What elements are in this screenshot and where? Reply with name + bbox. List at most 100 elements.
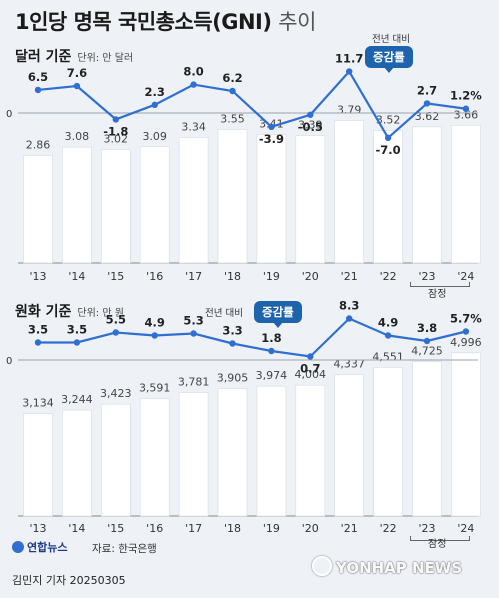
- growth-point: [73, 339, 81, 346]
- bar-value-label: 3,591: [139, 382, 171, 395]
- page-title: 1인당 명목 국민총소득(GNI) 추이: [15, 6, 316, 36]
- bar-value-label: 3.34: [181, 120, 206, 133]
- usd-chart: 2.86 '13 3.08 '14 3.02 '15 3.09 '16 3.34 '17 3.55 '…: [6, 51, 482, 283]
- krw-section-title: 원화 기준 단위: 만 원: [15, 301, 124, 321]
- growth-point: [229, 340, 236, 347]
- bar: [139, 398, 170, 517]
- logo-text: 연합뉴스: [27, 541, 68, 554]
- growth-value-label: 2.3: [145, 85, 165, 99]
- growth-value-label: 8.3: [339, 300, 359, 313]
- bar: [451, 125, 481, 264]
- krw-prelim-label: 잠정: [428, 539, 447, 550]
- bar-value-label: 3,134: [22, 397, 54, 410]
- bar-value-label: 3.09: [142, 130, 167, 143]
- growth-line: [38, 317, 467, 358]
- bar-value-label: 3.39: [298, 118, 323, 131]
- x-tick-label: '15: [107, 270, 124, 283]
- x-tick-label: '16: [146, 522, 163, 535]
- growth-value-label: -1.8: [103, 124, 128, 138]
- bar: [101, 149, 131, 264]
- bar: [256, 134, 287, 264]
- x-tick-label: '23: [418, 522, 435, 535]
- growth-point: [34, 339, 42, 346]
- growth-value-label: 8.0: [183, 65, 203, 79]
- x-tick-label: '21: [341, 522, 358, 535]
- x-tick-label: '14: [68, 522, 85, 535]
- growth-value-label: 1.8: [261, 331, 281, 345]
- krw-growth-badge: 증감률: [254, 301, 302, 328]
- x-tick-label: '24: [457, 270, 474, 283]
- bar-value-label: 3,244: [61, 393, 93, 406]
- bar-value-label: 3.52: [376, 114, 401, 127]
- growth-point: [462, 328, 470, 335]
- watermark: YONHAP NEWS: [312, 556, 462, 577]
- x-tick-label: '15: [107, 522, 124, 535]
- growth-value-label: 0.7: [300, 362, 320, 376]
- usd-prelim-label: 잠정: [428, 289, 447, 300]
- growth-value-label: 2.7: [417, 83, 437, 97]
- growth-value-label: 3.5: [67, 323, 87, 337]
- bar-value-label: 3,974: [256, 369, 288, 382]
- bar-value-label: 3.02: [104, 132, 129, 145]
- bar-value-label: 4,725: [411, 345, 443, 358]
- bar: [295, 135, 326, 264]
- usd-growth-badge: 증감률: [365, 46, 413, 73]
- growth-value-label: 4.9: [378, 316, 398, 330]
- x-tick-label: '16: [146, 270, 163, 283]
- x-tick-label: '18: [224, 270, 241, 283]
- growth-point: [112, 329, 120, 336]
- x-tick-label: '21: [341, 270, 358, 283]
- x-tick-label: '13: [29, 270, 46, 283]
- x-tick-label: '17: [185, 270, 202, 283]
- growth-point: [190, 81, 197, 88]
- x-tick-label: '20: [302, 522, 319, 535]
- bar-value-label: 4,551: [372, 350, 404, 363]
- usd-unit: 단위: 만 달러: [77, 53, 134, 64]
- growth-point: [384, 332, 392, 339]
- usd-section-title: 달러 기준 단위: 만 달러: [15, 46, 133, 66]
- source-note: 자료: 한국은행: [92, 543, 157, 555]
- x-tick-label: '14: [68, 270, 85, 283]
- growth-point: [346, 315, 353, 322]
- x-tick-label: '22: [380, 270, 397, 283]
- logo-icon: [12, 541, 24, 553]
- growth-value-label: -7.0: [376, 143, 401, 157]
- bar-value-label: 4,996: [450, 336, 482, 349]
- bar-value-label: 3,905: [217, 371, 249, 384]
- growth-value-label: 3.3: [222, 324, 242, 338]
- growth-point: [462, 105, 470, 112]
- bar-value-label: 4,337: [333, 357, 365, 370]
- x-tick-label: '24: [457, 522, 474, 535]
- bar-value-label: 2.86: [26, 138, 51, 151]
- growth-point: [307, 111, 314, 118]
- bar: [62, 146, 92, 264]
- krw-unit: 단위: 만 원: [77, 308, 124, 319]
- growth-point: [112, 116, 120, 123]
- usd-prelim-bracket: [410, 282, 470, 287]
- growth-value-label: 4.9: [145, 316, 165, 330]
- x-tick-label: '22: [380, 522, 397, 535]
- title-suffix: 추이: [278, 10, 316, 34]
- krw-prelim-bracket: [410, 536, 470, 541]
- krw-chart: 3,134 '13 3,244 '14 3,423 '15 3,591 '16 3,781 '17…: [6, 300, 482, 535]
- bar: [412, 361, 442, 517]
- growth-value-label: -0.5: [298, 120, 323, 134]
- bar: [412, 126, 442, 264]
- usd-title-text: 달러 기준: [15, 49, 72, 65]
- growth-point: [34, 86, 42, 94]
- x-tick-label: '19: [263, 270, 280, 283]
- bar: [256, 385, 287, 517]
- bar-value-label: 3.66: [454, 108, 479, 121]
- growth-point: [190, 330, 197, 337]
- growth-value-label: 3.5: [28, 323, 48, 337]
- bar: [23, 413, 53, 517]
- bar: [217, 129, 248, 264]
- bar-value-label: 3.08: [65, 130, 90, 143]
- growth-value-label: -3.9: [259, 132, 284, 146]
- x-tick-label: '23: [418, 270, 435, 283]
- growth-value-label: 5.5: [106, 313, 126, 327]
- bar-value-label: 3,781: [178, 376, 210, 389]
- growth-point: [268, 347, 275, 355]
- bar: [178, 392, 209, 517]
